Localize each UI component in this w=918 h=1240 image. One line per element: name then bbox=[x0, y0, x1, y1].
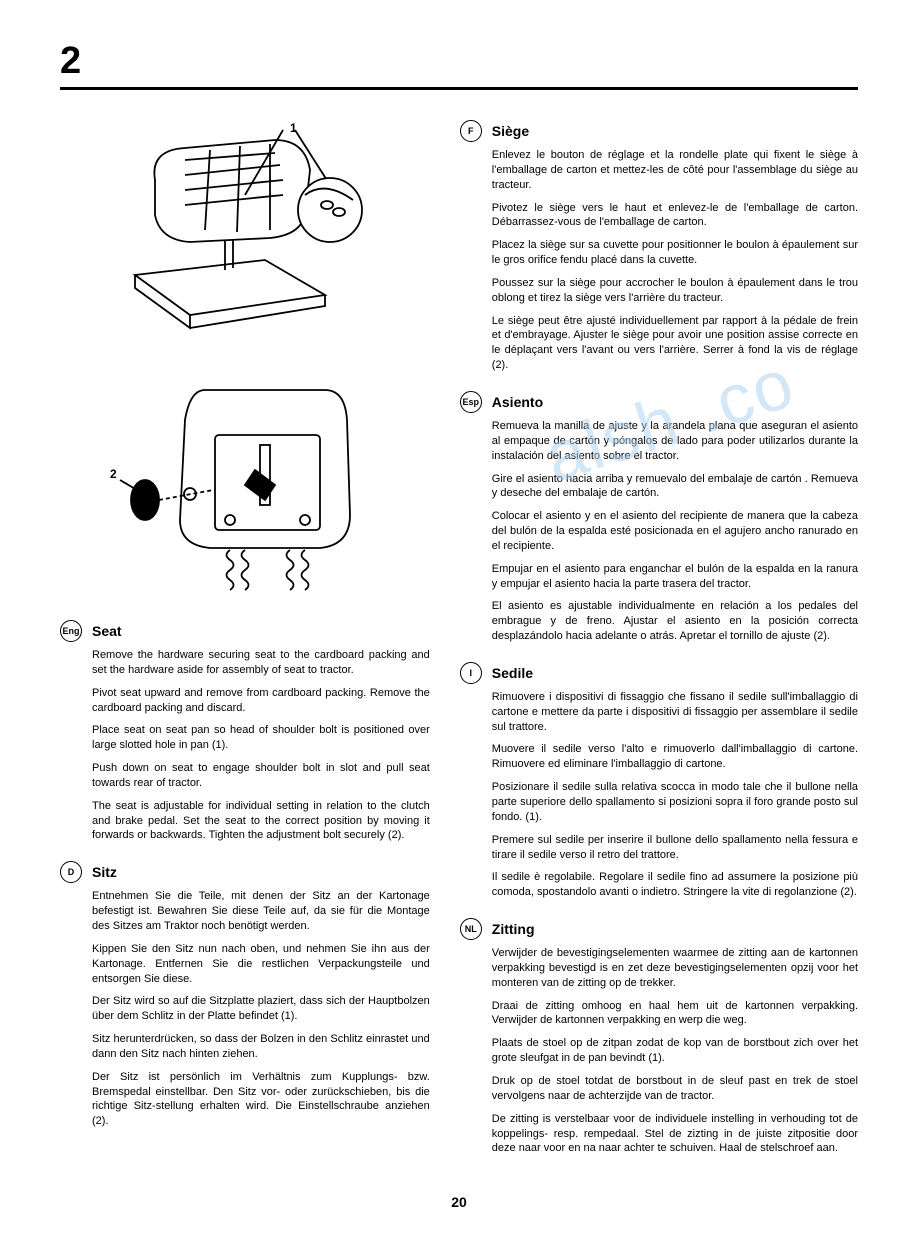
para: Verwijder de bevestigingselementen waarm… bbox=[460, 946, 858, 991]
para: Gire el asiento hacia arriba y remuevalo… bbox=[460, 472, 858, 502]
section-header: Esp Asiento bbox=[460, 391, 858, 413]
para: Der Sitz wird so auf die Sitzplatte plaz… bbox=[60, 994, 430, 1024]
left-column: 1 bbox=[60, 120, 430, 1174]
para: Le siège peut être ajusté individuelleme… bbox=[460, 314, 858, 373]
para: Il sedile è regolabile. Regolare il sedi… bbox=[460, 870, 858, 900]
para: Posizionare il sedile sulla relativa sco… bbox=[460, 780, 858, 825]
lang-badge-eng: Eng bbox=[60, 620, 82, 642]
lang-badge-d: D bbox=[60, 861, 82, 883]
section-siege: F Siège Enlevez le bouton de réglage et … bbox=[460, 120, 858, 373]
lang-badge-f: F bbox=[460, 120, 482, 142]
para: Place seat on seat pan so head of should… bbox=[60, 723, 430, 753]
section-header: F Siège bbox=[460, 120, 858, 142]
page-number-top: 2 bbox=[60, 40, 858, 83]
para: Pivot seat upward and remove from cardbo… bbox=[60, 686, 430, 716]
diagram-label-1: 1 bbox=[290, 121, 297, 135]
para: Druk op de stoel totdat de borstbout in … bbox=[460, 1074, 858, 1104]
lang-badge-esp: Esp bbox=[460, 391, 482, 413]
section-header: Eng Seat bbox=[60, 620, 430, 642]
para: Push down on seat to engage shoulder bol… bbox=[60, 761, 430, 791]
section-sitz: D Sitz Entnehmen Sie die Teile, mit dene… bbox=[60, 861, 430, 1129]
section-title: Sitz bbox=[92, 864, 117, 880]
section-title: Siège bbox=[492, 123, 529, 139]
seat-diagram-1: 1 bbox=[95, 120, 395, 350]
para: The seat is adjustable for individual se… bbox=[60, 799, 430, 844]
para: Colocar el asiento y en el asiento del r… bbox=[460, 509, 858, 554]
right-column: F Siège Enlevez le bouton de réglage et … bbox=[460, 120, 858, 1174]
para: Kippen Sie den Sitz nun nach oben, und n… bbox=[60, 942, 430, 987]
para: Empujar en el asiento para enganchar el … bbox=[460, 562, 858, 592]
para: Plaats de stoel op de zitpan zodat de ko… bbox=[460, 1036, 858, 1066]
section-title: Asiento bbox=[492, 394, 543, 410]
section-title: Sedile bbox=[492, 665, 533, 681]
section-zitting: NL Zitting Verwijder de bevestigingselem… bbox=[460, 918, 858, 1156]
diagram-label-2: 2 bbox=[110, 467, 117, 481]
section-header: D Sitz bbox=[60, 861, 430, 883]
top-rule bbox=[60, 87, 858, 90]
para: Rimuovere i dispositivi di fissaggio che… bbox=[460, 690, 858, 735]
lang-badge-i: I bbox=[460, 662, 482, 684]
section-header: I Sedile bbox=[460, 662, 858, 684]
para: Entnehmen Sie die Teile, mit denen der S… bbox=[60, 889, 430, 934]
lang-badge-nl: NL bbox=[460, 918, 482, 940]
para: Remueva la manilla de ajuste y la arande… bbox=[460, 419, 858, 464]
para: Sitz herunterdrücken, so dass der Bolzen… bbox=[60, 1032, 430, 1062]
page-number-bottom: 20 bbox=[60, 1194, 858, 1210]
para: Poussez sur la siège pour accrocher le b… bbox=[460, 276, 858, 306]
section-header: NL Zitting bbox=[460, 918, 858, 940]
para: Muovere il sedile verso l'alto e rimuove… bbox=[460, 742, 858, 772]
para: Enlevez le bouton de réglage et la ronde… bbox=[460, 148, 858, 193]
para: Premere sul sedile per inserire il bullo… bbox=[460, 833, 858, 863]
para: El asiento es ajustable individualmente … bbox=[460, 599, 858, 644]
section-title: Seat bbox=[92, 623, 122, 639]
seat-diagram-2: 2 bbox=[95, 370, 395, 600]
para: Placez la siège sur sa cuvette pour posi… bbox=[460, 238, 858, 268]
content-columns: 1 bbox=[60, 120, 858, 1174]
para: Pivotez le siège vers le haut et enlevez… bbox=[460, 201, 858, 231]
section-sedile: I Sedile Rimuovere i dispositivi di fiss… bbox=[460, 662, 858, 900]
para: Remove the hardware securing seat to the… bbox=[60, 648, 430, 678]
para: Draai de zitting omhoog en haal hem uit … bbox=[460, 999, 858, 1029]
para: Der Sitz ist persönlich im Verhältnis zu… bbox=[60, 1070, 430, 1129]
section-seat: Eng Seat Remove the hardware securing se… bbox=[60, 620, 430, 843]
section-title: Zitting bbox=[492, 921, 535, 937]
para: De zitting is verstelbaar voor de indivi… bbox=[460, 1112, 858, 1157]
section-asiento: Esp Asiento Remueva la manilla de ajuste… bbox=[460, 391, 858, 644]
